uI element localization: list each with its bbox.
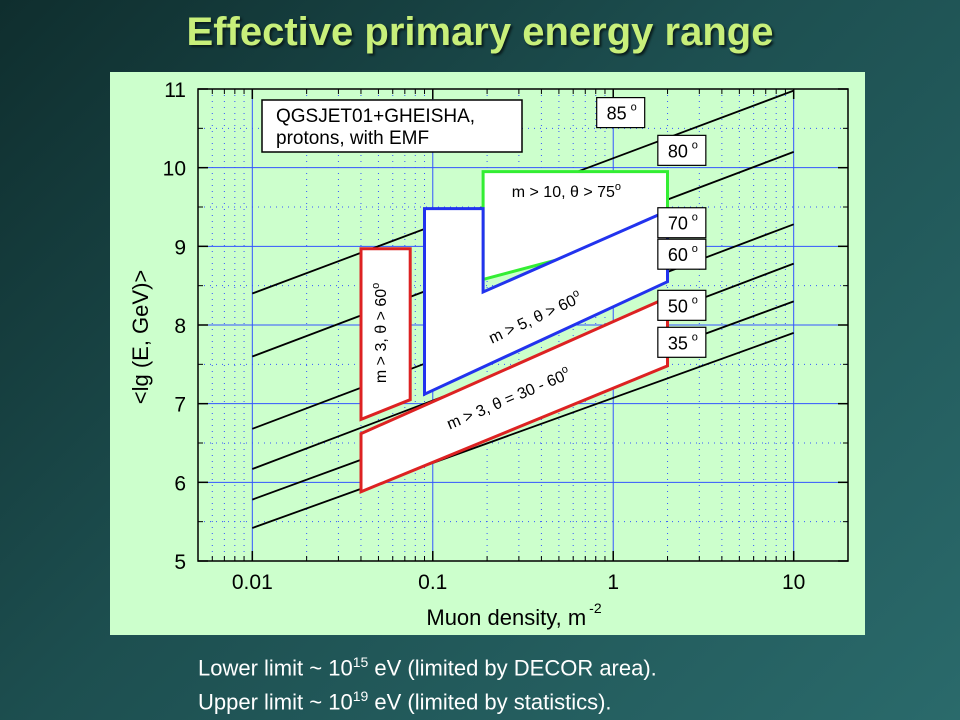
x-tick-label: 10 xyxy=(782,571,805,594)
angle-label-85: 85 xyxy=(607,104,627,124)
angle-label-70: 70 xyxy=(668,214,688,234)
x-axis-label-exponent: -2 xyxy=(589,600,602,616)
note-lower-limit: Lower limit ~ 1015 eV (limited by DECOR … xyxy=(198,654,657,681)
x-tick-label: 0.01 xyxy=(232,571,273,594)
angle-label-degree-35: o xyxy=(692,331,698,343)
axis-ticks xyxy=(198,88,848,562)
angle-label-60: 60 xyxy=(668,245,688,265)
y-tick-label: 9 xyxy=(174,236,186,259)
angle-label-35: 35 xyxy=(668,333,688,353)
angle-label-box-60 xyxy=(657,238,707,270)
region-4-outline xyxy=(359,247,412,422)
note-upper-pre: Upper limit ~ 10 xyxy=(198,689,353,715)
y-tick-label: 10 xyxy=(163,158,186,181)
region-4-label: m > 3, θ > 60o xyxy=(370,283,390,383)
angle-label-degree-80: o xyxy=(692,139,698,151)
y-tick-label: 11 xyxy=(164,79,186,102)
x-tick-label: 1 xyxy=(607,571,619,594)
energy-line-35 xyxy=(251,332,795,529)
angle-label-degree-50: o xyxy=(692,294,698,306)
region-1-label-part: > 75 xyxy=(579,184,615,201)
region-4-label-part: o xyxy=(370,283,382,289)
angle-label-box-70 xyxy=(657,207,707,239)
angle-label-80: 80 xyxy=(668,141,688,161)
region-4-label-part: m > 3, xyxy=(373,334,390,383)
series-angle-labels: 85 o 80 o 70 o 60 o 50 o 35 o xyxy=(596,97,707,358)
region-4-label-part: > 60 xyxy=(373,289,390,325)
angle-label-box-50 xyxy=(657,289,707,321)
angle-label-50: 50 xyxy=(668,296,688,316)
region-3-label-part: o xyxy=(560,363,570,376)
region-4-label-part: θ xyxy=(373,325,390,334)
angle-label-degree-60: o xyxy=(692,243,698,255)
plot-frame xyxy=(197,88,849,562)
y-tick-label: 7 xyxy=(174,394,186,417)
note-upper-limit: Upper limit ~ 1019 eV (limited by statis… xyxy=(198,688,612,715)
region-1-label-part: o xyxy=(615,181,621,193)
region-1-label-part: m > 10, xyxy=(512,184,570,201)
note-upper-post: eV (limited by statistics). xyxy=(368,689,612,715)
legend-line-1: QGSJET01+GHEISHA, xyxy=(276,106,475,127)
y-tick-label: 8 xyxy=(174,315,186,338)
angle-label-degree-85: o xyxy=(631,102,637,114)
x-axis-label-base: Muon density, m xyxy=(426,605,586,630)
x-axis-label: Muon density, m -2 xyxy=(426,600,601,630)
x-tick-label: 0.1 xyxy=(418,571,447,594)
legend-box: QGSJET01+GHEISHA, protons, with EMF xyxy=(261,99,523,153)
note-lower-post: eV (limited by DECOR area). xyxy=(368,655,657,681)
chart-container: m > 10, θ > 75o m > 5, θ > 60o m > 3, θ = … xyxy=(110,72,865,635)
region-1-label: m > 10, θ > 75o xyxy=(512,181,621,201)
y-axis-label: <lg (E, GeV)> xyxy=(128,270,153,405)
note-lower-exponent: 15 xyxy=(352,654,369,670)
region-1-label-part: θ xyxy=(570,184,579,201)
y-tick-label: 5 xyxy=(174,551,186,574)
angle-label-box-85 xyxy=(596,97,646,129)
slide-title: Effective primary energy range xyxy=(186,10,774,54)
region-3-outline xyxy=(359,295,669,495)
angle-label-box-80 xyxy=(657,134,707,166)
angle-label-degree-70: o xyxy=(692,212,698,224)
legend-frame xyxy=(261,99,523,153)
region-2-label-part: o xyxy=(571,287,582,300)
legend-line-2: protons, with EMF xyxy=(276,128,429,149)
tick-labels: 0.01 0.1 1 10 5 6 7 8 9 10 11 xyxy=(163,79,806,594)
y-tick-label: 6 xyxy=(174,472,186,495)
note-upper-exponent: 19 xyxy=(352,688,369,704)
angle-label-box-35 xyxy=(657,326,707,358)
note-lower-pre: Lower limit ~ 10 xyxy=(198,655,353,681)
